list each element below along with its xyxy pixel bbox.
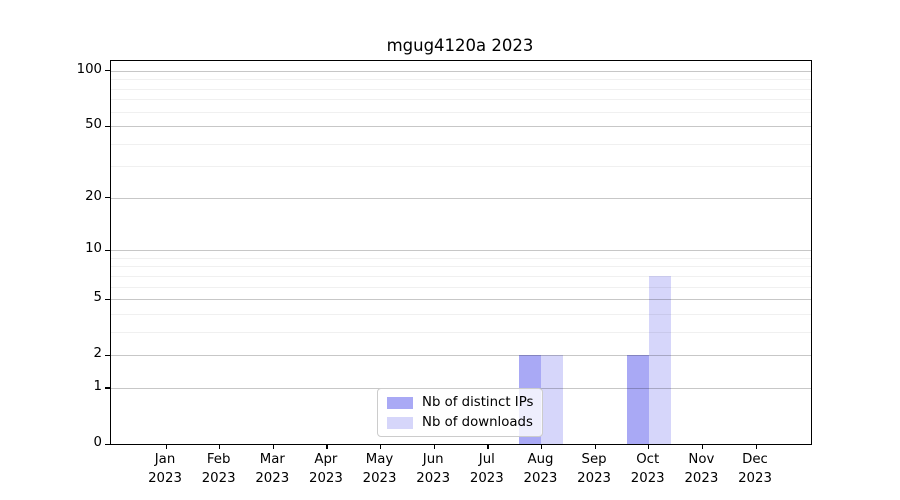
y-gridline-major	[111, 70, 811, 72]
x-tick-label: Sep 2023	[562, 450, 626, 488]
x-tick-label: Oct 2023	[616, 450, 680, 488]
y-tick-mark	[105, 197, 110, 199]
x-tick-year: 2023	[630, 471, 665, 486]
x-tick-month: Jun	[422, 452, 444, 467]
y-gridline-minor	[111, 88, 811, 90]
bar-downloads-aug	[541, 355, 564, 444]
x-tick-label: Jun 2023	[401, 450, 465, 488]
x-tick-mark	[272, 444, 274, 449]
x-tick-month: Feb	[206, 452, 231, 467]
legend-item-distinct-ips: Nb of distinct IPs	[387, 395, 533, 410]
x-tick-year: 2023	[577, 471, 611, 486]
y-gridline-minor	[111, 79, 811, 81]
y-gridline-major	[111, 250, 811, 252]
legend-swatch-distinct-ips	[387, 396, 413, 409]
legend-item-downloads: Nb of downloads	[387, 415, 533, 430]
y-tick-label: 50	[85, 117, 102, 133]
y-tick-label: 5	[93, 290, 102, 306]
y-gridline-minor	[111, 99, 811, 101]
y-tick-mark	[105, 70, 110, 72]
bar-distinct-ips-oct	[626, 355, 649, 444]
x-tick-mark	[165, 444, 167, 449]
x-tick-label: Dec 2023	[723, 450, 787, 488]
x-tick-year: 2023	[523, 471, 558, 486]
plot-area: Nb of distinct IPs Nb of downloads	[105, 60, 812, 449]
x-tick-year: 2023	[148, 471, 182, 486]
x-tick-mark	[433, 444, 435, 449]
x-tick-mark	[755, 444, 757, 449]
x-tick-year: 2023	[738, 471, 772, 486]
bar-downloads-oct	[648, 275, 671, 444]
x-tick-month: Nov	[688, 452, 715, 467]
y-tick-mark	[105, 354, 110, 356]
y-gridline-minor	[111, 331, 811, 333]
y-gridline-minor	[111, 266, 811, 268]
x-tick-year: 2023	[469, 471, 504, 486]
x-tick-label: Apr 2023	[294, 450, 358, 488]
y-gridline-minor	[111, 275, 811, 277]
y-tick-label: 10	[85, 241, 102, 257]
x-tick-year: 2023	[255, 471, 290, 486]
x-tick-year: 2023	[308, 471, 343, 486]
y-gridline-minor	[111, 286, 811, 288]
chart-title: mgug4120a 2023	[386, 36, 534, 55]
x-tick-year: 2023	[684, 471, 719, 486]
y-tick-label: 2	[93, 346, 102, 362]
y-tick-mark	[105, 443, 110, 445]
y-tick-mark	[105, 249, 110, 251]
y-gridline-major	[111, 197, 811, 199]
x-tick-month: Dec	[742, 452, 768, 467]
y-tick-label: 1	[93, 378, 102, 394]
x-tick-year: 2023	[201, 471, 236, 486]
x-tick-month: May	[365, 452, 394, 467]
y-gridline-minor	[111, 143, 811, 145]
legend-label-downloads: Nb of downloads	[422, 415, 533, 430]
y-tick-label: 20	[85, 188, 102, 204]
y-tick-mark	[105, 387, 110, 389]
x-tick-month: Apr	[314, 452, 338, 467]
x-tick-mark	[594, 444, 596, 449]
x-tick-label: Jan 2023	[133, 450, 197, 488]
y-gridline-major	[111, 355, 811, 357]
x-tick-month: Mar	[259, 452, 285, 467]
y-gridline-minor	[111, 111, 811, 113]
y-tick-label: 0	[93, 435, 102, 450]
x-tick-label: May 2023	[348, 450, 412, 488]
x-tick-label: Aug 2023	[508, 450, 572, 488]
y-gridline-minor	[111, 166, 811, 168]
x-tick-mark	[540, 444, 543, 449]
x-tick-mark	[219, 444, 221, 449]
y-gridline-minor	[111, 257, 811, 259]
y-gridline-minor	[111, 313, 811, 315]
y-tick-label: 100	[76, 61, 102, 77]
x-tick-mark	[326, 444, 328, 449]
x-tick-year: 2023	[362, 471, 397, 486]
x-tick-month: Aug	[527, 452, 554, 467]
x-tick-month: Sep	[581, 452, 607, 467]
x-tick-label: Jul 2023	[455, 450, 519, 488]
x-tick-mark	[701, 444, 704, 449]
x-tick-label: Nov 2023	[669, 450, 733, 488]
x-tick-label: Feb 2023	[187, 450, 251, 488]
x-tick-year: 2023	[416, 471, 451, 486]
x-tick-mark	[487, 444, 489, 449]
x-tick-month: Jan	[154, 452, 176, 467]
x-tick-month: Oct	[636, 452, 660, 467]
legend-swatch-downloads	[387, 416, 413, 429]
x-tick-month: Jul	[478, 452, 495, 467]
legend: Nb of distinct IPs Nb of downloads	[377, 388, 544, 437]
x-tick-mark	[648, 444, 650, 449]
y-tick-mark	[105, 125, 110, 127]
y-gridline-major	[111, 126, 811, 128]
legend-label-distinct-ips: Nb of distinct IPs	[422, 395, 534, 410]
y-tick-mark	[105, 298, 110, 300]
y-gridline-major	[111, 299, 811, 301]
x-tick-mark	[380, 444, 382, 449]
x-tick-label: Mar 2023	[240, 450, 304, 488]
